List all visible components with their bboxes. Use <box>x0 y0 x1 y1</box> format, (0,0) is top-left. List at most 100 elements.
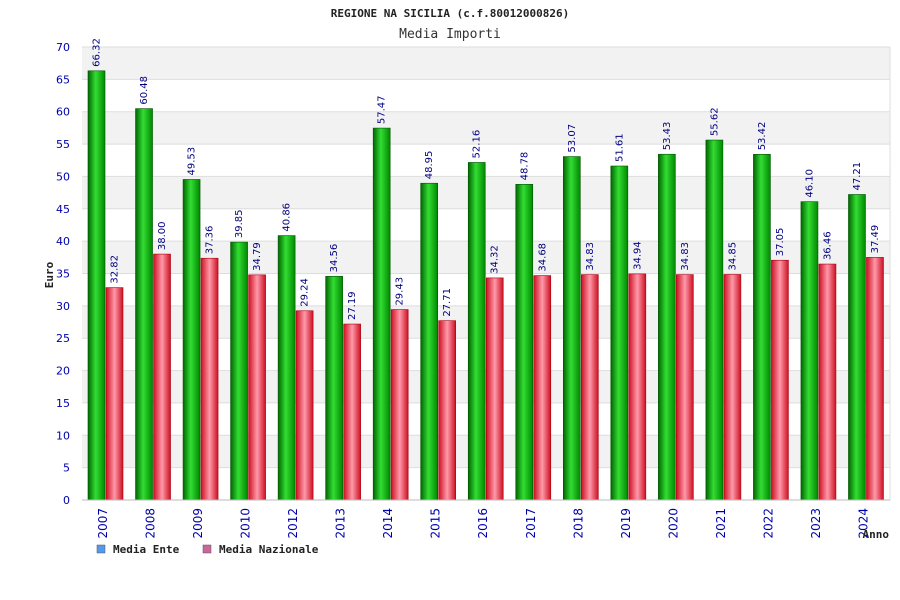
y-tick-label: 50 <box>56 170 70 183</box>
value-label-media-ente-2019: 51.61 <box>614 133 625 162</box>
x-tick-label-2018: 2018 <box>571 508 585 539</box>
x-tick-label-2010: 2010 <box>239 508 253 539</box>
value-label-media-nazionale-2021: 34.85 <box>727 242 738 271</box>
y-tick-label: 40 <box>56 235 70 248</box>
bar-media-nazionale-2016 <box>485 277 504 501</box>
x-tick-label-2019: 2019 <box>619 508 633 539</box>
y-tick-label: 20 <box>56 365 70 378</box>
value-label-media-ente-2013: 34.56 <box>329 244 340 273</box>
value-label-media-ente-2022: 53.42 <box>757 122 768 151</box>
x-tick-label-2020: 2020 <box>666 508 680 539</box>
bar-media-nazionale-2023 <box>818 263 837 501</box>
bar-media-nazionale-2022 <box>771 259 789 501</box>
y-tick-label: 55 <box>56 138 70 151</box>
bar-media-ente-2008 <box>135 108 153 501</box>
bar-media-nazionale-2018 <box>580 274 599 501</box>
value-label-media-ente-2014: 57.47 <box>377 95 388 124</box>
y-axis-ticks: 0 5 10 15 20 25 30 35 40 45 50 55 60 65 70 <box>56 41 70 507</box>
value-label-media-ente-2016: 52.16 <box>472 130 483 159</box>
value-label-media-nazionale-2018: 34.83 <box>585 242 596 271</box>
bar-media-nazionale-2007 <box>105 287 124 501</box>
bar-media-ente-2018 <box>562 156 581 501</box>
value-label-media-ente-2008: 60.48 <box>139 76 150 105</box>
bar-media-ente-2015 <box>420 182 439 501</box>
y-tick-label: 15 <box>56 397 70 410</box>
bar-media-ente-2010 <box>230 241 248 501</box>
value-label-media-nazionale-2016: 34.32 <box>490 245 501 274</box>
value-label-media-nazionale-2007: 32.82 <box>110 255 121 284</box>
y-tick-label: 70 <box>56 41 70 54</box>
y-tick-label: 65 <box>56 73 70 86</box>
bar-media-ente-2016 <box>467 162 486 501</box>
bar-media-ente-2013 <box>325 276 343 501</box>
bar-media-ente-2007 <box>87 70 106 501</box>
value-labels: 66.32 32.82 60.48 38.00 49.53 37.36 39.85 34.79… <box>92 38 881 320</box>
x-tick-label-2015: 2015 <box>429 508 443 539</box>
bar-media-nazionale-2010 <box>248 274 266 501</box>
x-tick-label-2008: 2008 <box>144 508 158 539</box>
legend: Media Ente Media Nazionale <box>96 543 319 556</box>
bar-media-nazionale-2017 <box>533 275 552 501</box>
value-label-media-nazionale-2019: 34.94 <box>632 241 643 270</box>
y-tick-label: 5 <box>63 462 70 475</box>
legend-swatch-media-ente <box>96 544 106 554</box>
bar-media-nazionale-2014 <box>390 309 409 501</box>
bar-media-nazionale-2019 <box>628 273 647 501</box>
bar-media-ente-2024 <box>848 194 866 501</box>
value-label-media-nazionale-2012: 29.24 <box>300 278 311 307</box>
x-tick-label-2014: 2014 <box>381 508 395 539</box>
grid-band <box>82 111 890 145</box>
value-label-media-ente-2009: 49.53 <box>187 147 198 176</box>
value-label-media-ente-2007: 66.32 <box>92 38 103 67</box>
legend-swatch-media-nazionale <box>202 544 212 554</box>
y-tick-label: 0 <box>63 494 70 507</box>
value-label-media-nazionale-2008: 38.00 <box>157 221 168 250</box>
value-label-media-ente-2017: 48.78 <box>519 152 530 181</box>
bar-media-nazionale-2009 <box>200 257 219 501</box>
bar-media-nazionale-2020 <box>676 274 694 501</box>
value-label-media-ente-2018: 53.07 <box>567 124 578 153</box>
value-label-media-nazionale-2015: 27.71 <box>442 288 453 317</box>
chart-subtitle: Media Importi <box>399 27 501 42</box>
value-label-media-nazionale-2020: 34.83 <box>680 242 691 271</box>
bar-media-ente-2020 <box>658 153 676 501</box>
x-tick-label-2022: 2022 <box>761 508 775 539</box>
y-tick-label: 60 <box>56 106 70 119</box>
value-label-media-nazionale-2014: 29.43 <box>395 277 406 306</box>
bar-media-ente-2022 <box>753 153 771 501</box>
bar-media-ente-2019 <box>610 165 629 501</box>
x-tick-label-2013: 2013 <box>334 508 348 539</box>
y-tick-label: 35 <box>56 268 70 281</box>
x-tick-label-2009: 2009 <box>191 508 205 539</box>
bar-media-nazionale-2021 <box>723 274 742 501</box>
value-label-media-nazionale-2010: 34.79 <box>252 242 263 271</box>
y-axis-label: Euro <box>43 261 56 288</box>
x-tick-label-2023: 2023 <box>809 508 823 539</box>
y-tick-label: 30 <box>56 300 70 313</box>
x-axis-ticks: 2007 2008 2009 2010 2012 2013 2014 2015 2016 2017… <box>96 508 870 539</box>
value-label-media-nazionale-2017: 34.68 <box>537 243 548 272</box>
bars <box>87 70 884 501</box>
legend-label-media-ente: Media Ente <box>113 543 180 556</box>
value-label-media-nazionale-2022: 37.05 <box>775 228 786 257</box>
value-label-media-nazionale-2013: 27.19 <box>347 291 358 320</box>
bar-media-nazionale-2012 <box>295 310 314 501</box>
x-tick-label-2024: 2024 <box>856 508 870 539</box>
bar-media-ente-2009 <box>182 179 201 501</box>
bar-media-nazionale-2015 <box>438 320 457 501</box>
chart-title: REGIONE NA SICILIA (c.f.80012000826) <box>331 7 569 20</box>
x-tick-label-2012: 2012 <box>286 508 300 539</box>
x-axis-label: Anno <box>863 528 890 541</box>
grid-band <box>82 47 890 80</box>
bar-media-nazionale-2024 <box>866 257 884 501</box>
value-label-media-nazionale-2023: 36.46 <box>822 231 833 260</box>
y-tick-label: 45 <box>56 203 70 216</box>
x-tick-label-2016: 2016 <box>476 508 490 539</box>
y-tick-label: 25 <box>56 332 70 345</box>
grid-band <box>82 79 890 112</box>
value-label-media-ente-2015: 48.95 <box>424 151 435 180</box>
x-tick-label-2017: 2017 <box>524 508 538 539</box>
value-label-media-nazionale-2009: 37.36 <box>205 226 216 255</box>
bar-media-ente-2021 <box>705 139 724 501</box>
